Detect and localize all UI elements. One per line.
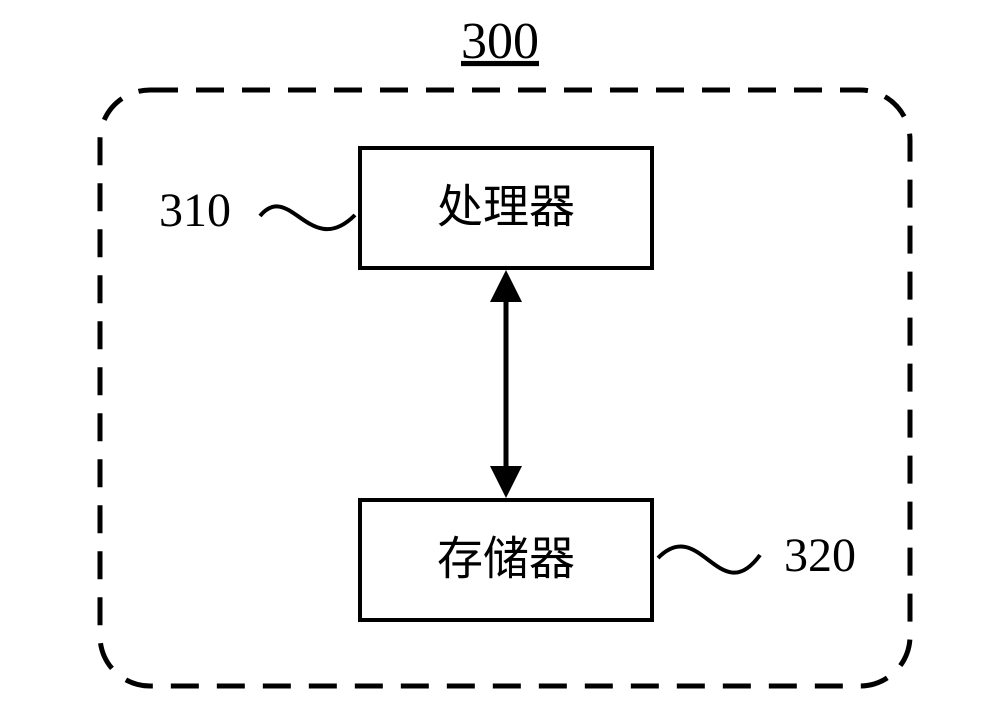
arrowhead-up-icon [490,270,522,302]
node-processor: 处理器 [360,148,652,268]
ref-310-label: 310 [159,184,231,237]
squiggle-icon [658,546,760,572]
diagram-title: 300 [461,13,539,70]
arrowhead-down-icon [490,466,522,498]
node-memory-label: 存储器 [437,534,575,585]
ref-320: 320 [658,529,856,582]
node-memory: 存储器 [360,500,652,620]
node-processor-label: 处理器 [437,182,575,233]
squiggle-icon [260,206,355,229]
edge-processor-memory [490,270,522,498]
ref-320-label: 320 [784,529,856,582]
ref-310: 310 [159,184,355,237]
